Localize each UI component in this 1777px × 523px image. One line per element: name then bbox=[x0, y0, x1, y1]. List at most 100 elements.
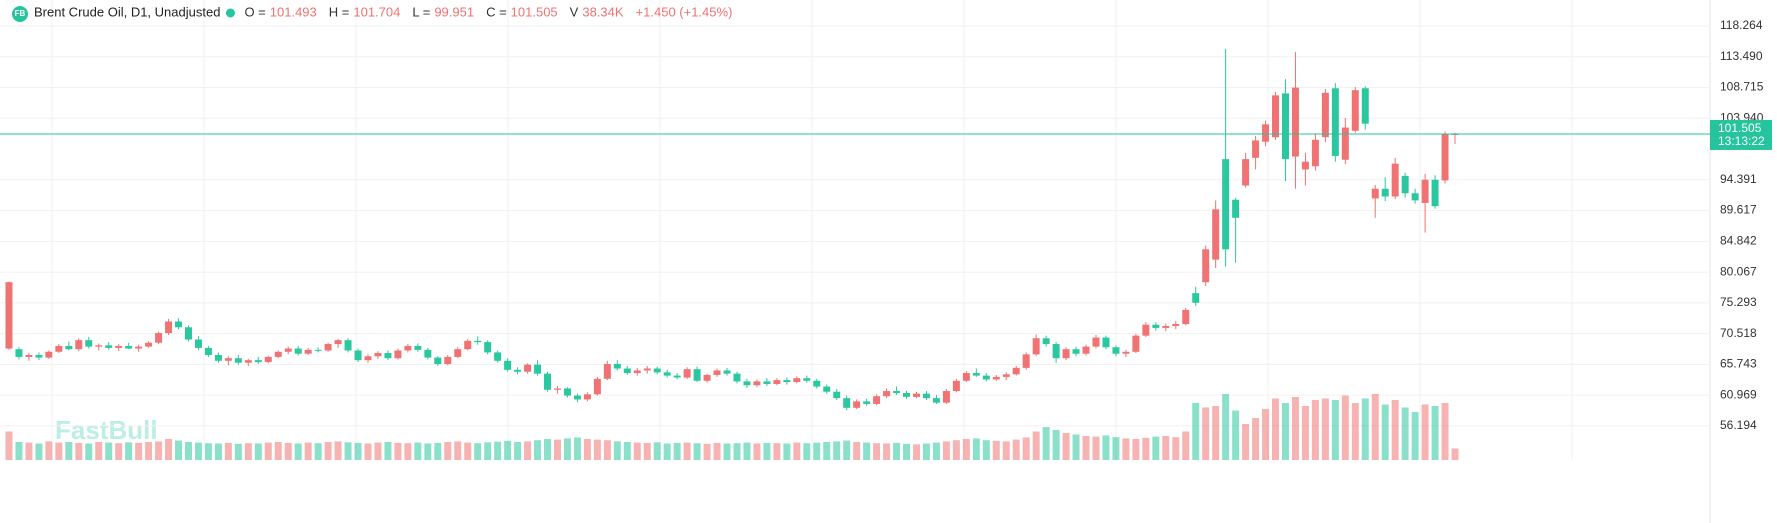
volume-bar bbox=[185, 442, 192, 460]
candle-body bbox=[244, 360, 252, 363]
volume-bar bbox=[1122, 438, 1130, 460]
volume-bar bbox=[643, 442, 651, 460]
candle-body bbox=[723, 370, 731, 374]
volume-bar bbox=[673, 442, 681, 460]
volume-bar bbox=[1371, 394, 1379, 460]
candle-body bbox=[224, 358, 232, 361]
candle-body bbox=[673, 375, 681, 378]
candle-body bbox=[1122, 351, 1130, 354]
volume-bar bbox=[125, 442, 133, 460]
y-tick-label: 118.264 bbox=[1720, 18, 1763, 32]
candle-body bbox=[474, 340, 482, 343]
volume-bar bbox=[1152, 436, 1160, 460]
volume-bar bbox=[1192, 403, 1200, 460]
candle-body bbox=[65, 345, 73, 350]
y-tick-label: 80.067 bbox=[1720, 264, 1757, 278]
volume-bar bbox=[1082, 436, 1090, 460]
candle-body bbox=[1361, 88, 1369, 124]
candle-body bbox=[962, 373, 970, 381]
candle-body bbox=[883, 391, 891, 397]
volume-bar bbox=[1431, 406, 1439, 460]
volume-bar bbox=[1321, 398, 1329, 460]
watermark: FastBull bbox=[55, 415, 158, 445]
candle-body bbox=[1341, 127, 1349, 160]
volume-bar bbox=[1301, 406, 1309, 460]
volume-bar bbox=[474, 443, 482, 460]
candle-body bbox=[1381, 188, 1389, 197]
volume-bar bbox=[893, 442, 901, 460]
volume-bar bbox=[224, 442, 232, 460]
volume-bar bbox=[55, 442, 63, 460]
volume-bar bbox=[35, 443, 43, 460]
legend-label: C = bbox=[486, 4, 507, 19]
candle-body bbox=[135, 346, 143, 349]
volume-bar bbox=[494, 441, 502, 460]
candle-body bbox=[693, 369, 701, 381]
volume-bar bbox=[1351, 403, 1359, 460]
volume-bar bbox=[1032, 431, 1040, 460]
candle-body bbox=[194, 339, 202, 348]
candle-body bbox=[374, 353, 382, 357]
volume-bar bbox=[803, 443, 811, 460]
volume-bar bbox=[972, 438, 980, 460]
candle-body bbox=[394, 350, 402, 359]
candle-body bbox=[1212, 209, 1220, 260]
candle-body bbox=[284, 348, 292, 352]
volume-bar bbox=[952, 440, 960, 460]
legend-label: V bbox=[570, 4, 579, 19]
volume-bar bbox=[713, 442, 721, 460]
volume-bar bbox=[613, 441, 621, 460]
candle-body bbox=[404, 345, 412, 351]
candle-body bbox=[384, 353, 392, 359]
candle-body bbox=[1391, 163, 1399, 197]
volume-bar bbox=[653, 442, 661, 460]
legend-value: 38.34K bbox=[582, 4, 624, 19]
candle-body bbox=[793, 378, 801, 383]
candle-body bbox=[942, 391, 950, 403]
candle-body bbox=[1291, 87, 1299, 157]
volume-bar bbox=[204, 443, 212, 460]
volume-bar bbox=[424, 443, 432, 460]
volume-bar bbox=[1391, 400, 1399, 460]
volume-bar bbox=[883, 443, 891, 460]
candle-body bbox=[733, 373, 741, 382]
candle-body bbox=[165, 321, 173, 334]
candle-body bbox=[1281, 93, 1289, 160]
candle-body bbox=[1062, 349, 1070, 359]
volume-bar bbox=[553, 439, 561, 460]
volume-bar bbox=[1361, 398, 1369, 460]
volume-bar bbox=[404, 443, 412, 460]
volume-bar bbox=[534, 440, 542, 460]
volume-bar bbox=[1102, 435, 1110, 460]
candle-body bbox=[683, 369, 691, 378]
legend-value: 101.704 bbox=[353, 4, 400, 19]
candle-body bbox=[653, 368, 661, 373]
candle-body bbox=[155, 333, 163, 343]
candle-body bbox=[354, 350, 362, 361]
volume-bar bbox=[1291, 397, 1299, 460]
legend-label: L = bbox=[412, 4, 430, 19]
volume-bar bbox=[823, 442, 831, 460]
volume-bar bbox=[434, 442, 442, 460]
candle-body bbox=[264, 356, 272, 363]
volume-bar bbox=[903, 443, 911, 460]
volume-bar bbox=[733, 443, 741, 460]
candle-body bbox=[414, 345, 422, 350]
volume-bar bbox=[753, 443, 761, 460]
candle-body bbox=[633, 370, 641, 374]
volume-bar bbox=[264, 442, 272, 460]
volume-bar bbox=[214, 443, 222, 460]
volume-bar bbox=[324, 442, 332, 460]
volume-bar bbox=[1281, 403, 1289, 460]
candle-body bbox=[603, 364, 611, 379]
logo-text: FB bbox=[15, 9, 26, 18]
candle-body bbox=[314, 349, 322, 351]
candle-body bbox=[932, 398, 940, 403]
candle-body bbox=[1132, 335, 1140, 352]
candle-body bbox=[494, 352, 502, 361]
candle-body bbox=[1262, 124, 1270, 142]
candle-body bbox=[1162, 325, 1170, 328]
candle-body bbox=[982, 375, 990, 380]
volume-bar bbox=[444, 442, 452, 460]
